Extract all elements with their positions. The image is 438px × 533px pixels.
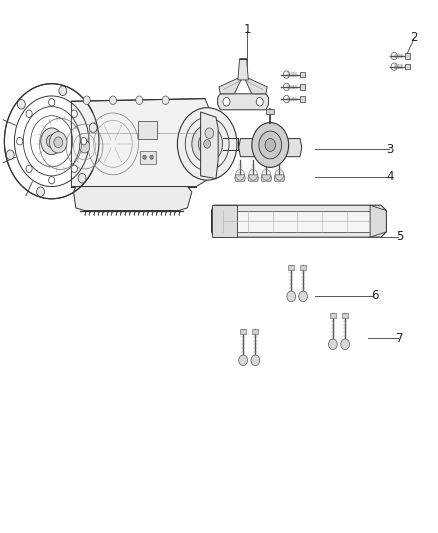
Text: 1: 1	[244, 23, 251, 36]
Circle shape	[83, 96, 90, 104]
Polygon shape	[261, 175, 272, 181]
Polygon shape	[370, 205, 386, 237]
Circle shape	[26, 110, 32, 117]
Polygon shape	[274, 175, 285, 181]
Circle shape	[223, 98, 230, 106]
Text: 3: 3	[386, 143, 393, 156]
Circle shape	[49, 176, 55, 184]
Bar	[405, 64, 410, 69]
Bar	[300, 72, 305, 77]
Circle shape	[18, 100, 25, 109]
Polygon shape	[219, 78, 241, 94]
Bar	[140, 151, 156, 164]
Polygon shape	[300, 265, 306, 270]
Polygon shape	[248, 175, 258, 181]
Circle shape	[110, 96, 117, 104]
Polygon shape	[239, 139, 302, 157]
Polygon shape	[238, 59, 248, 80]
Circle shape	[205, 128, 214, 139]
Circle shape	[204, 140, 211, 148]
Polygon shape	[288, 265, 294, 270]
Polygon shape	[74, 187, 192, 211]
Circle shape	[89, 123, 97, 133]
Circle shape	[17, 138, 23, 145]
Circle shape	[136, 96, 143, 104]
Text: 6: 6	[371, 289, 378, 302]
Polygon shape	[252, 329, 258, 334]
Circle shape	[150, 155, 153, 159]
Polygon shape	[240, 329, 246, 334]
Bar	[300, 96, 305, 102]
Circle shape	[49, 132, 67, 153]
Circle shape	[81, 138, 87, 145]
Circle shape	[26, 165, 32, 173]
Circle shape	[162, 96, 169, 104]
Circle shape	[299, 291, 307, 302]
Circle shape	[239, 355, 247, 366]
Circle shape	[79, 140, 90, 153]
Polygon shape	[245, 78, 267, 94]
Circle shape	[71, 110, 78, 117]
Text: 7: 7	[396, 332, 403, 345]
Text: 2: 2	[410, 31, 418, 44]
Circle shape	[37, 187, 45, 197]
Polygon shape	[330, 313, 336, 318]
Circle shape	[6, 150, 14, 159]
Circle shape	[328, 339, 337, 350]
Circle shape	[143, 155, 146, 159]
Bar	[212, 205, 237, 237]
Circle shape	[54, 137, 63, 148]
Circle shape	[192, 125, 223, 163]
Polygon shape	[218, 94, 268, 110]
Circle shape	[71, 165, 78, 173]
Circle shape	[41, 128, 63, 155]
Circle shape	[341, 339, 350, 350]
Circle shape	[265, 139, 276, 151]
Bar	[300, 84, 305, 90]
Polygon shape	[223, 211, 371, 232]
Text: 5: 5	[396, 230, 403, 243]
Polygon shape	[201, 112, 218, 179]
Polygon shape	[342, 313, 348, 318]
Polygon shape	[212, 205, 386, 237]
Circle shape	[49, 99, 55, 106]
Circle shape	[177, 108, 237, 180]
FancyBboxPatch shape	[138, 122, 158, 140]
Circle shape	[59, 86, 67, 95]
Circle shape	[78, 173, 86, 183]
Circle shape	[46, 135, 57, 148]
Circle shape	[198, 133, 216, 155]
Circle shape	[251, 355, 260, 366]
Circle shape	[259, 131, 282, 159]
Polygon shape	[235, 175, 245, 181]
Circle shape	[252, 123, 289, 167]
Circle shape	[256, 98, 263, 106]
Bar	[266, 109, 274, 114]
Circle shape	[287, 291, 296, 302]
Text: 4: 4	[386, 171, 394, 183]
Polygon shape	[71, 99, 209, 187]
Bar	[405, 53, 410, 59]
